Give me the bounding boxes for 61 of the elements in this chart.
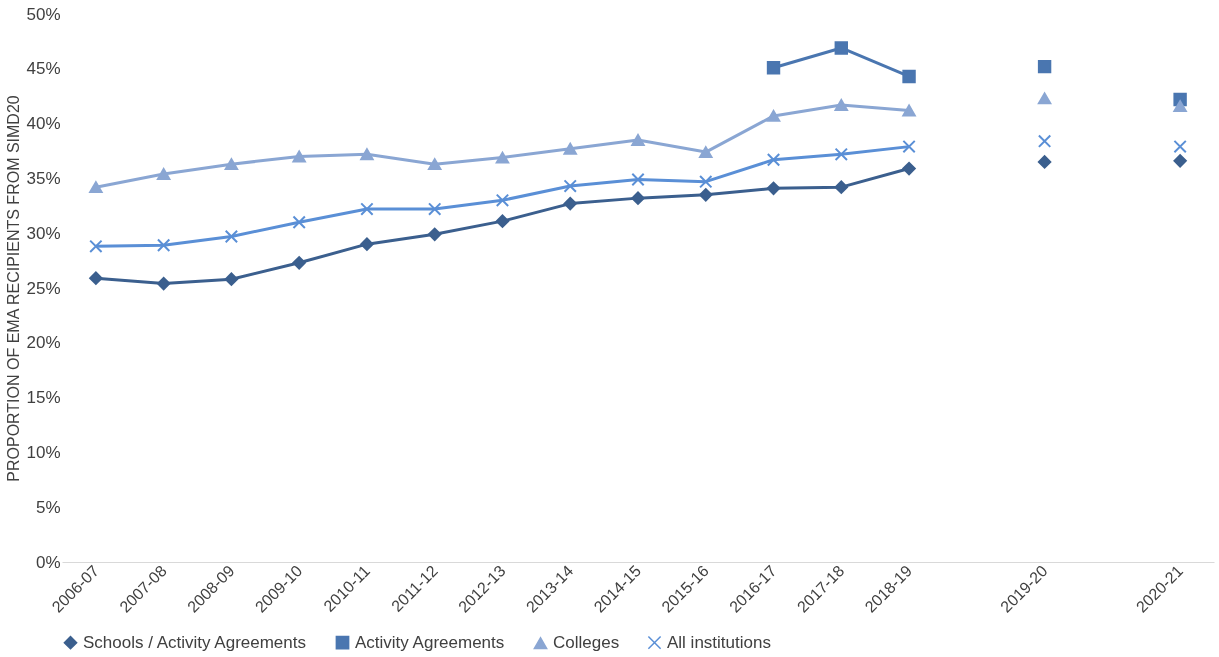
y-tick-label: 20%	[26, 333, 61, 353]
legend-label: Schools / Activity Agreements	[83, 632, 306, 652]
legend-label: Activity Agreements	[355, 632, 505, 652]
y-tick-label: 15%	[26, 388, 61, 408]
point	[224, 272, 239, 286]
point	[766, 109, 781, 122]
point	[631, 172, 645, 187]
point	[563, 142, 577, 155]
y-tick-label: 50%	[26, 4, 61, 24]
point	[360, 237, 374, 251]
y-tick-label: 30%	[26, 223, 61, 243]
point	[428, 202, 442, 216]
y-tick-label: 35%	[26, 168, 61, 188]
y-axis-title: PROPORTION OF EMA RECIPIENTS FROM SIMD20	[5, 95, 23, 482]
y-tick-label: 10%	[26, 442, 61, 462]
point	[1037, 134, 1052, 148]
point	[834, 180, 848, 194]
point	[699, 146, 713, 159]
point	[156, 276, 171, 291]
point	[1173, 100, 1187, 112]
y-tick-label: 40%	[26, 114, 61, 134]
point	[1037, 92, 1052, 105]
point	[360, 148, 374, 161]
point	[224, 158, 239, 171]
point	[699, 188, 713, 202]
point	[495, 193, 510, 208]
point	[89, 181, 103, 194]
point	[495, 151, 510, 164]
point	[292, 150, 306, 163]
y-tick-label: 5%	[35, 497, 61, 517]
point	[360, 202, 374, 216]
point	[834, 99, 848, 111]
point	[428, 227, 442, 241]
legend-label: Colleges	[553, 633, 620, 653]
point	[495, 214, 510, 228]
point	[89, 239, 103, 254]
point	[428, 158, 442, 171]
point	[631, 191, 645, 205]
point	[1173, 139, 1187, 154]
point	[224, 229, 239, 244]
point	[834, 147, 848, 161]
point	[156, 168, 171, 180]
point	[563, 196, 577, 211]
point	[699, 174, 713, 189]
point	[1173, 154, 1187, 168]
point	[89, 271, 103, 285]
point	[902, 104, 916, 117]
point	[1037, 59, 1052, 74]
y-tick-label: 25%	[26, 278, 61, 298]
point	[292, 256, 306, 270]
point	[563, 179, 577, 193]
point	[292, 215, 306, 229]
point	[902, 161, 916, 176]
point	[902, 139, 916, 154]
point	[766, 153, 781, 167]
y-tick-label: 45%	[26, 59, 61, 79]
point	[631, 134, 645, 146]
point	[766, 181, 781, 195]
point	[1037, 155, 1052, 169]
point	[156, 238, 171, 252]
legend-label: All institutions	[667, 632, 771, 652]
